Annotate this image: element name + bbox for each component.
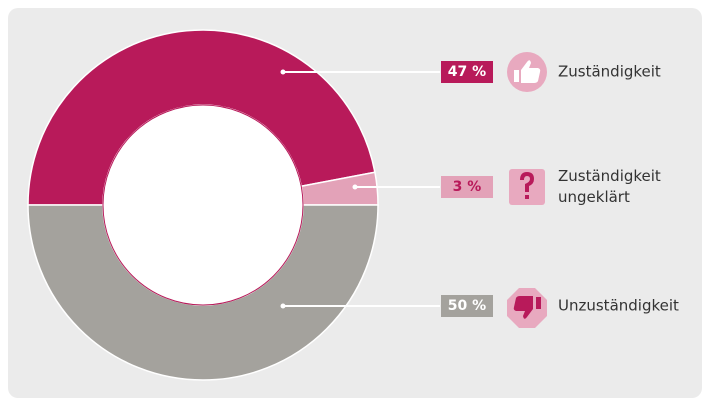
legend-label: Zuständigkeit ungeklärt — [558, 167, 661, 206]
value-box — [441, 61, 493, 83]
value-box — [441, 295, 493, 317]
value-label: 47 % — [448, 64, 486, 80]
icon-thumbs-up — [507, 52, 547, 92]
value-label: 50 % — [448, 298, 486, 314]
donut-hole — [102, 104, 304, 306]
legend-label: Zuständigkeit — [558, 62, 661, 81]
value-box — [441, 176, 493, 198]
leader-dot — [352, 184, 358, 190]
value-label: 3 % — [453, 179, 482, 195]
legend-label: Unzuständigkeit — [558, 296, 679, 315]
leader-dot — [280, 303, 286, 309]
icon-thumbs-down — [507, 288, 547, 328]
icon-question — [509, 169, 545, 205]
leader-dot — [280, 69, 286, 75]
